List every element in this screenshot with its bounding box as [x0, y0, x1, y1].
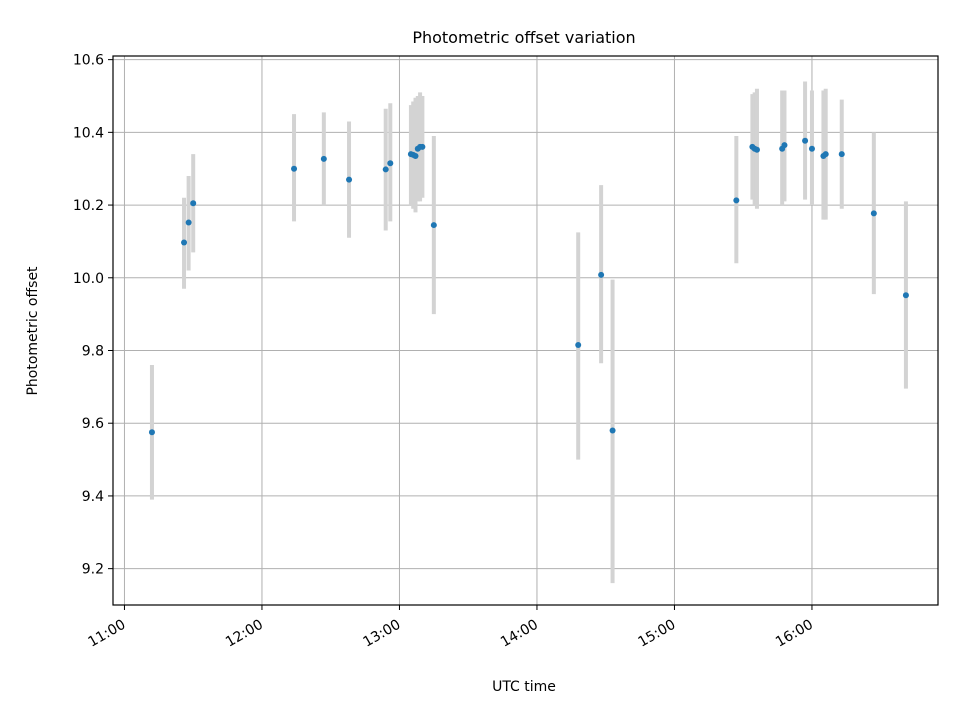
y-tick-label: 9.6 — [82, 416, 104, 432]
data-point — [148, 429, 155, 436]
y-axis-ticks: 9.2 9.4 9.6 9.8 10.0 10.2 10.4 10.6 — [73, 53, 113, 578]
data-point — [419, 143, 426, 150]
data-point — [430, 222, 437, 229]
data-point — [320, 155, 327, 162]
data-point — [609, 427, 616, 434]
y-tick-label: 10.6 — [73, 53, 104, 69]
y-tick-label: 10.2 — [73, 198, 104, 214]
data-point — [181, 239, 188, 246]
x-axis-label: UTC time — [492, 679, 556, 695]
data-point — [802, 137, 809, 144]
y-tick-label: 9.4 — [82, 489, 104, 505]
data-point — [346, 176, 353, 183]
data-points — [148, 137, 909, 436]
y-tick-label: 10.4 — [73, 125, 104, 141]
data-point — [902, 292, 909, 299]
data-point — [838, 151, 845, 158]
data-point — [808, 145, 815, 152]
data-point — [598, 271, 605, 278]
data-point — [382, 166, 389, 173]
data-point — [412, 152, 419, 159]
data-point — [733, 197, 740, 204]
data-point — [291, 165, 298, 172]
y-axis-label: Photometric offset — [25, 266, 41, 396]
y-tick-label: 9.2 — [82, 562, 104, 578]
data-point — [870, 210, 877, 217]
data-point — [387, 160, 394, 167]
y-tick-label: 10.0 — [73, 271, 104, 287]
data-point — [185, 219, 192, 226]
data-point — [575, 342, 582, 349]
y-tick-label: 9.8 — [82, 343, 104, 359]
chart-title: Photometric offset variation — [412, 28, 635, 47]
data-point — [753, 146, 760, 153]
plot-frame — [112, 55, 939, 606]
data-point — [822, 151, 829, 158]
data-point — [781, 142, 788, 149]
data-point — [190, 200, 197, 207]
